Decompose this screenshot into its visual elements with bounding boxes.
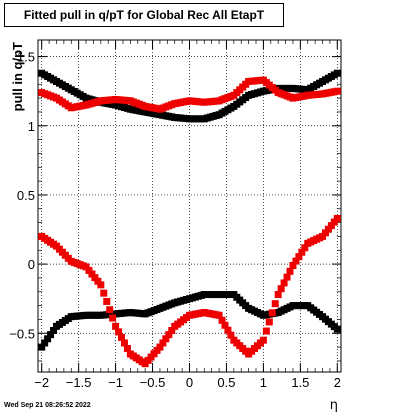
series-3-point [333,214,341,222]
series-1-point [333,87,341,95]
series-3-point [286,267,294,275]
series-3-point [283,273,291,281]
series-3-point [298,248,306,256]
y-tick-label-3: 1 [28,119,35,134]
y-tick-label-4: 1.5 [17,50,35,65]
series-2-point [38,343,46,351]
series-3-point [268,309,276,317]
series-3-point [262,327,270,335]
series-3-point [215,311,223,319]
series-3-point [118,333,126,341]
series-3-point [292,257,300,265]
series-3 [38,214,341,368]
series-3-point [112,322,120,330]
series-3-point [271,300,279,308]
x-tick-label-8: 2 [334,375,341,390]
series-3-point [120,339,128,347]
series-3-point [324,225,332,233]
series-3-point [321,229,329,237]
series-3-point [94,277,102,285]
series-3-point [319,232,327,240]
series-3-point [221,321,229,329]
x-tick-label-1: −1.5 [66,375,92,390]
series-2-point [50,327,58,334]
x-tick-label-7: 1.5 [291,375,309,390]
series-3-point [295,253,303,261]
series-3-point [168,327,176,334]
series-3-point [280,279,288,287]
series-3-point [91,274,99,282]
series-3-point [103,297,111,305]
y-tick-label-2: 0.5 [17,188,35,203]
series-3-point [82,263,90,271]
y-tick-label-1: 0 [28,257,35,272]
series-3-point [227,331,235,339]
series-2-point [333,325,341,333]
series-3-point [274,291,282,299]
series-3-point [109,314,117,322]
series-3-point [327,222,335,230]
series-3-point [330,218,338,226]
series-3-point [88,270,96,278]
series-3-point [106,306,114,314]
x-tick-label-6: 1 [260,375,267,390]
series-3-point [159,339,167,347]
series-2 [38,291,341,351]
y-tick-label-0: −0.5 [9,326,35,341]
series-3-point [301,244,309,252]
x-tick-label-3: −0.5 [140,375,166,390]
series-3-point [123,344,131,352]
datestamp: Wed Sep 21 08:26:52 2022 [4,402,91,409]
x-tick-label-4: 0 [186,375,193,390]
series-2-point [41,339,49,347]
series-2-point [47,331,55,339]
series-3-point [162,335,170,343]
series-1 [38,76,341,113]
series-3-point [100,289,108,297]
series-2-point [44,335,52,343]
y-axis-label: pull in q/pT [10,42,25,111]
series-3-point [97,281,105,289]
series-3-point [259,336,267,344]
series-3-point [224,326,232,334]
x-axis-label: η [329,398,338,413]
series-3-point [265,318,273,326]
series-3-point [218,316,226,324]
series-3-point [165,331,173,339]
series-3-point [277,285,285,293]
series-3-point [115,328,123,336]
series-3-point [156,343,164,351]
chart-title: Fitted pull in q/pT for Global Rec All E… [4,3,284,27]
series-0-point [333,69,341,77]
series-3-point [289,261,297,269]
x-tick-label-5: 0.5 [217,375,235,390]
x-tick-label-0: −2 [34,375,49,390]
x-tick-label-2: −1 [108,375,123,390]
series-3-point [85,266,93,274]
